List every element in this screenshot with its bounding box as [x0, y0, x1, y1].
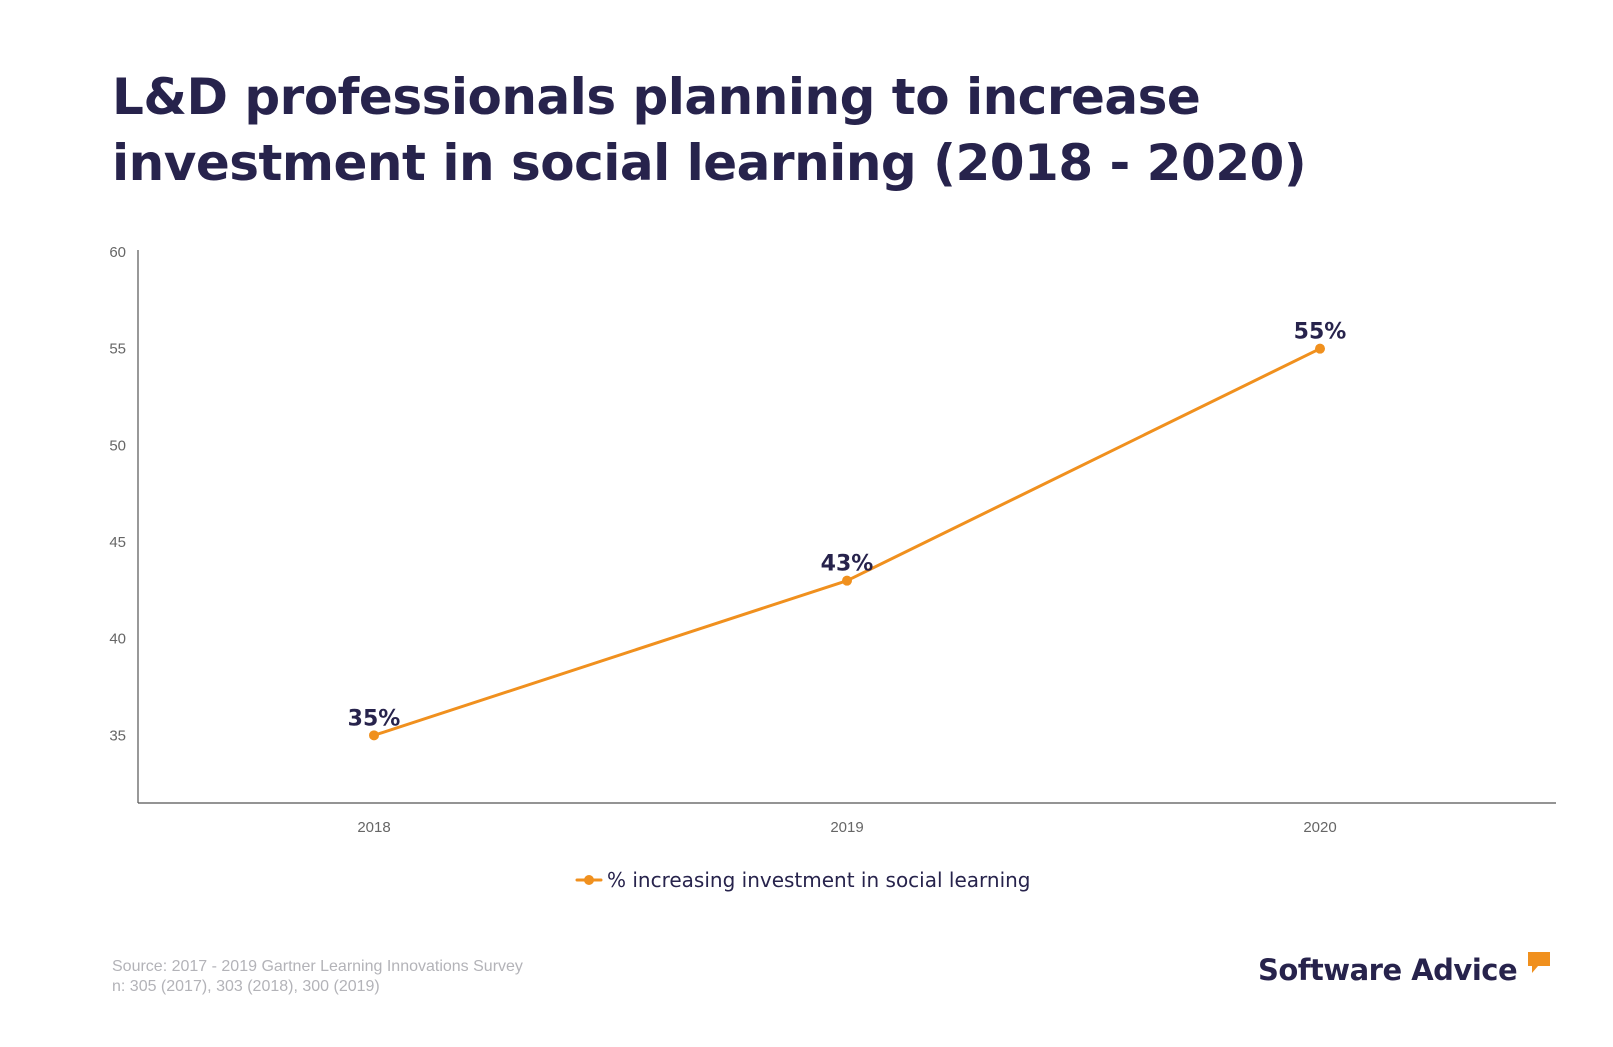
series-line — [372, 347, 1322, 737]
y-tick-label: 50 — [109, 437, 126, 454]
legend-label: % increasing investment in social learni… — [607, 868, 1031, 892]
y-tick-label: 60 — [109, 244, 126, 261]
speech-bubble-icon — [1528, 952, 1550, 973]
chart-title-line-2: investment in social learning (2018 - 20… — [112, 134, 1307, 192]
data-label: 35% — [348, 706, 401, 731]
source-line: Source: 2017 - 2019 Gartner Learning Inn… — [112, 958, 523, 975]
legend-marker-icon — [584, 875, 594, 885]
y-tick-label: 45 — [109, 534, 126, 551]
source-note: Source: 2017 - 2019 Gartner Learning Inn… — [112, 957, 523, 997]
y-tick-label: 40 — [109, 631, 126, 648]
data-point — [369, 730, 379, 741]
x-tick-label: 2018 — [357, 819, 390, 836]
data-label: 55% — [1294, 320, 1347, 345]
data-point — [842, 575, 852, 586]
chart-title: L&D professionals planning to increase i… — [112, 64, 1307, 196]
y-tick-label: 35 — [109, 727, 126, 744]
sample-size-line: n: 305 (2017), 303 (2018), 300 (2019) — [112, 978, 380, 995]
y-tick-label: 55 — [109, 341, 126, 358]
brand-name: Software Advice — [1258, 953, 1518, 987]
x-tick-label: 2019 — [830, 819, 863, 836]
data-label: 43% — [821, 552, 874, 577]
software-advice-logo: Software Advice — [1258, 950, 1550, 990]
line-chart: 35 40 45 50 55 60 2018 2019 2020 35% 43% 55% % incre… — [109, 244, 1556, 892]
chart-title-line-1: L&D professionals planning to increase — [112, 68, 1201, 126]
x-tick-label: 2020 — [1303, 819, 1336, 836]
data-point — [1315, 343, 1325, 354]
